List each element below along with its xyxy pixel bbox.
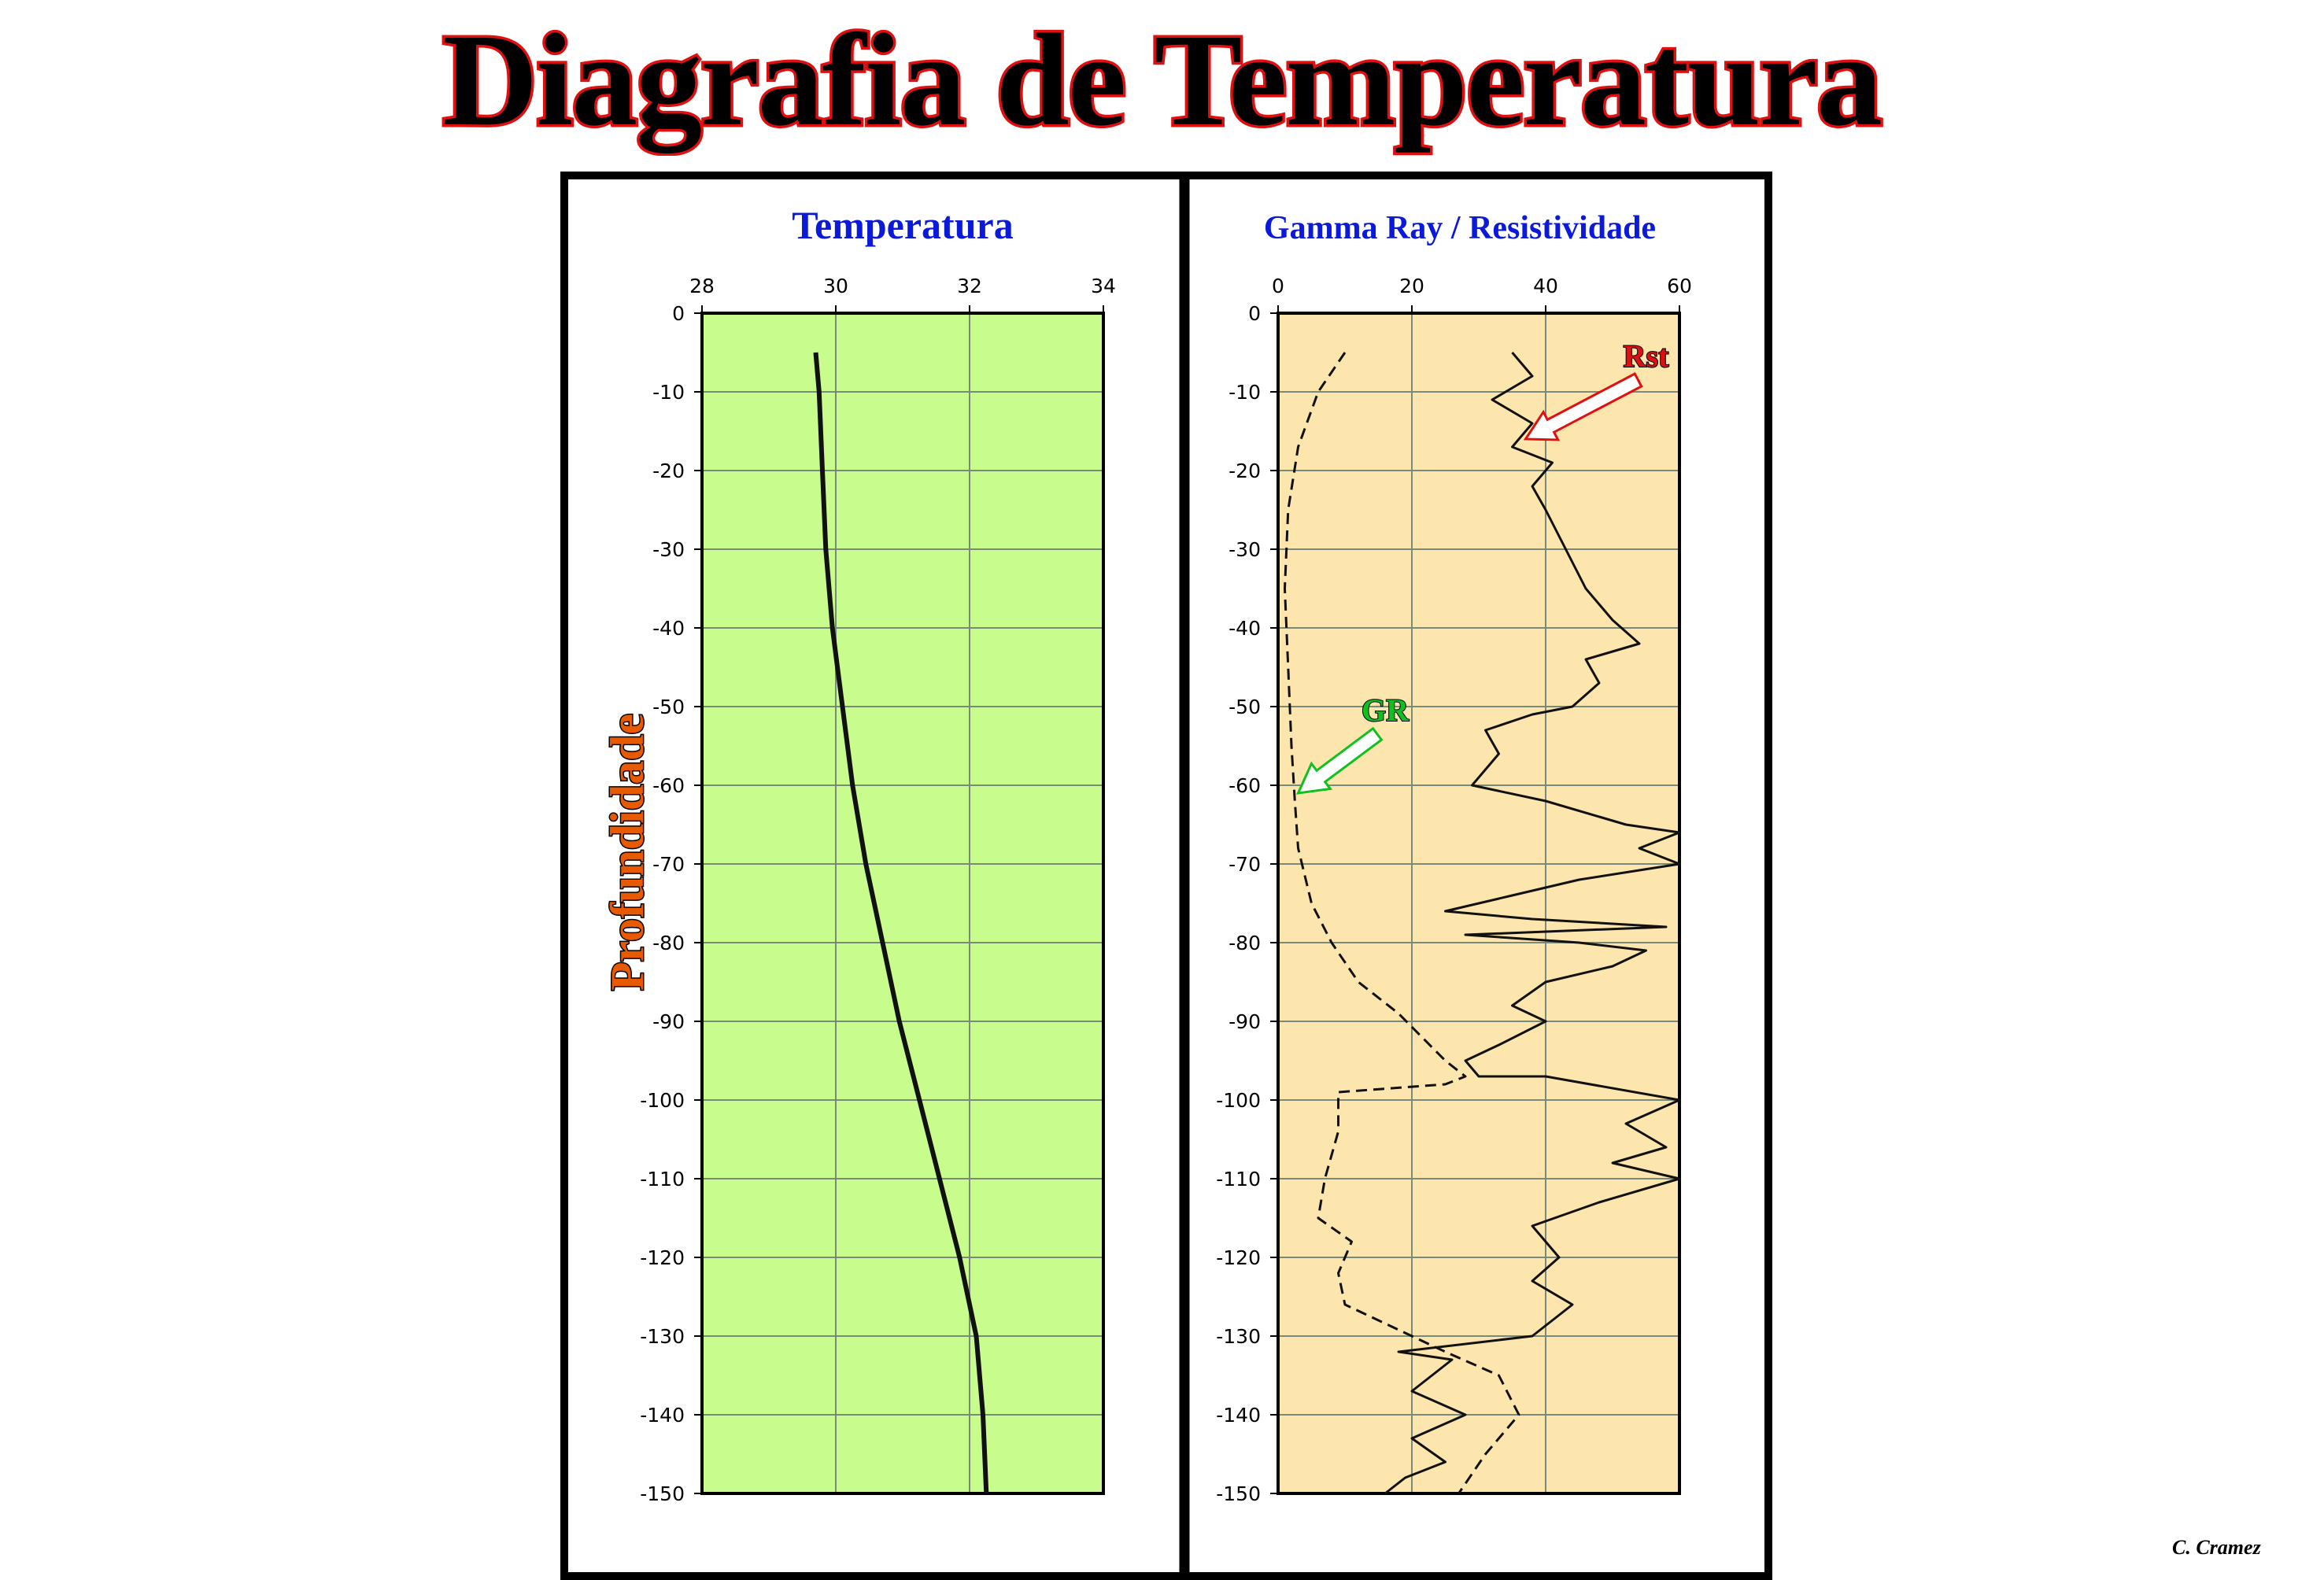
y-tick-label: -110 — [640, 1168, 685, 1191]
x-tick-label: 30 — [823, 275, 848, 297]
y-tick-label: -80 — [652, 932, 685, 954]
author-credit: C. Cramez — [2172, 1536, 2261, 1559]
plot-border — [700, 312, 1105, 1495]
y-tick-label: -150 — [640, 1482, 685, 1505]
temperature-series-line — [813, 352, 989, 1494]
y-tick-label: -30 — [652, 538, 685, 561]
y-tick-label: -60 — [1229, 774, 1261, 797]
annotation-arrow-rst — [1523, 371, 1643, 441]
series-line-rst — [1384, 352, 1681, 1495]
y-tick-label: -140 — [1216, 1404, 1261, 1427]
y-tick-label: -140 — [640, 1404, 685, 1427]
x-tick-label: 28 — [689, 275, 715, 297]
y-tick-label: -40 — [652, 617, 685, 640]
x-tick-label: 40 — [1533, 275, 1558, 297]
y-tick-label: -130 — [640, 1325, 685, 1348]
y-tick-label: 0 — [672, 302, 685, 325]
x-tick-label: 60 — [1667, 275, 1692, 297]
y-tick-label: -10 — [652, 381, 685, 404]
y-tick-label: -10 — [1229, 381, 1261, 404]
page-title-text: Diagrafia de Temperatura — [442, 7, 1881, 153]
gamma-resistivity-panel: Gamma Ray / Resistividade 0 20 40 60 0 -10 -20 -… — [1216, 210, 1692, 1505]
y-tick-label: 0 — [1248, 302, 1261, 325]
annotation-label-rst: Rst — [1624, 338, 1669, 374]
y-tick-label: -150 — [1216, 1482, 1261, 1505]
y-tick-label: -130 — [1216, 1325, 1261, 1348]
depth-axis-label: Profundidade — [601, 714, 653, 991]
y-tick-label: -90 — [1229, 1010, 1261, 1033]
y-tick-label: -20 — [652, 460, 685, 482]
x-tick-label: 32 — [957, 275, 982, 297]
annotation-arrow-gr — [1296, 726, 1384, 795]
y-tick-label: -70 — [652, 853, 685, 876]
y-tick-label: -70 — [1229, 853, 1261, 876]
y-tick-label: -40 — [1229, 617, 1261, 640]
y-tick-label: -50 — [1229, 696, 1261, 718]
temperature-panel: Temperatura 28 30 32 34 0 -10 -20 -30 -40 -50 -60 -7… — [640, 203, 1116, 1505]
plot-area — [702, 313, 1103, 1493]
y-tick-label: -20 — [1229, 460, 1261, 482]
plot-border — [1277, 312, 1681, 1495]
y-tick-label: -100 — [1216, 1089, 1261, 1112]
y-tick-label: -110 — [1216, 1168, 1261, 1191]
well-log-charts: Temperatura 28 30 32 34 0 -10 -20 -30 -40 -50 -60 -7… — [560, 172, 1772, 1580]
x-tick-label: 0 — [1272, 275, 1284, 297]
page-title: Diagrafia de Temperatura — [440, 6, 1886, 156]
y-tick-label: -80 — [1229, 932, 1261, 954]
y-tick-label: -50 — [652, 696, 685, 718]
x-tick-label: 34 — [1091, 275, 1116, 297]
panel-title: Temperatura — [792, 203, 1013, 247]
series-line-gr — [1284, 352, 1520, 1494]
x-tick-label: 20 — [1399, 275, 1424, 297]
y-tick-label: -120 — [640, 1246, 685, 1269]
y-tick-label: -90 — [652, 1010, 685, 1033]
y-tick-label: -60 — [652, 774, 685, 797]
y-tick-label: -100 — [640, 1089, 685, 1112]
panel-title: Gamma Ray / Resistividade — [1264, 210, 1656, 246]
y-tick-label: -30 — [1229, 538, 1261, 561]
annotation-label-gr: GR — [1362, 692, 1410, 728]
y-tick-label: -120 — [1216, 1246, 1261, 1269]
